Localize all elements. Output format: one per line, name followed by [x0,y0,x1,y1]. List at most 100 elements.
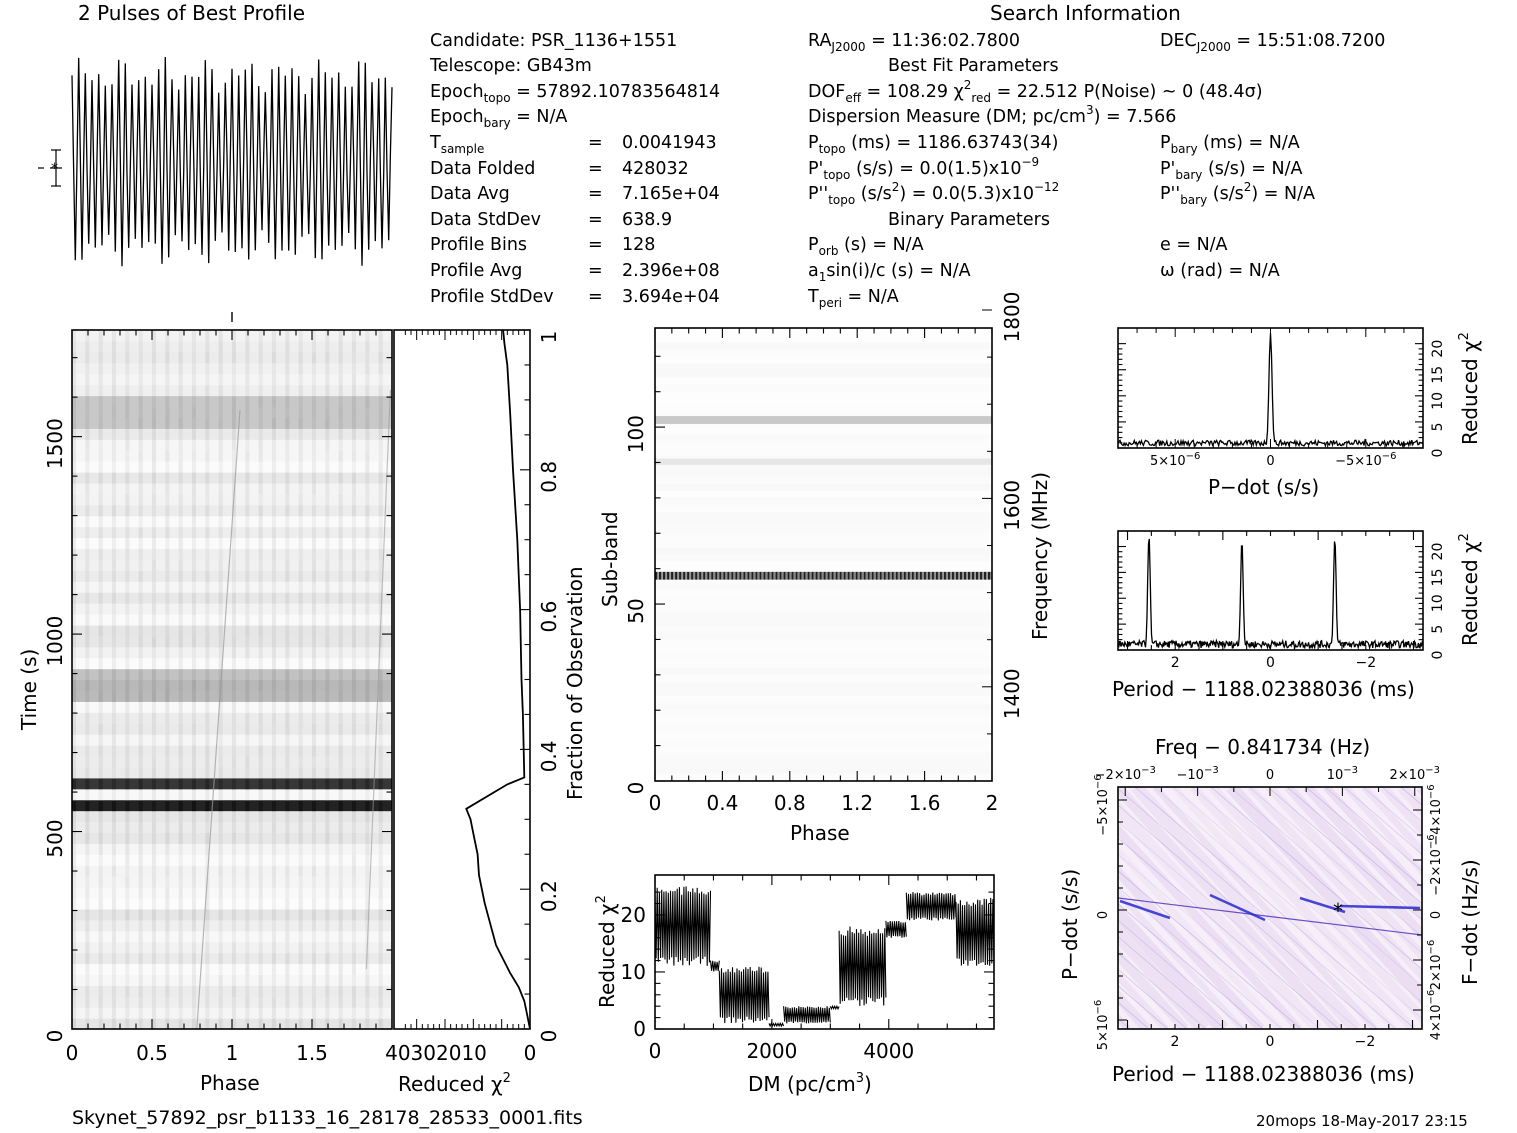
time-phase-cell [365,482,370,495]
time-phase-cell [272,908,276,921]
time-phase-cell [85,941,90,954]
time-phase-cell [205,755,210,768]
time-phase-cell [245,537,250,550]
time-phase-cell [338,985,343,997]
time-phase-cell [112,799,116,812]
time-phase-cell [325,996,330,1008]
time-phase-cell [285,996,290,1008]
time-phase-cell [245,1007,250,1019]
time-phase-cell [192,668,196,681]
time-phase-cell [325,963,330,975]
map-streak [1379,787,1422,837]
time-phase-cell [258,679,263,692]
time-phase-cell [72,985,76,997]
map-ytick: 0 [1096,911,1111,919]
time-phase-cell [178,832,183,844]
time-phase-cell [272,526,276,539]
rfi-cell [785,571,788,580]
time-phase-cell [72,876,76,888]
time-phase-cell [338,952,343,965]
time-phase-cell [312,1007,316,1019]
time-phase-cell [325,723,330,735]
time-phase-image [72,330,392,1030]
time-phase-cell [205,897,210,910]
time-phase-cell [112,887,116,899]
time-phase-cell [232,1018,236,1030]
time-phase-cell [165,340,170,353]
time-phase-cell [138,821,143,834]
time-phase-cell [125,646,130,659]
map-toptick: −10−3 [1177,765,1219,783]
time-phase-cell [325,330,330,342]
time-phase-cell [138,395,143,408]
rfi-cell [851,571,854,580]
time-phase-cell [285,1007,290,1019]
time-phase-cell [312,897,316,910]
time-phase-cell [378,766,383,779]
time-phase-cell [152,974,156,986]
time-phase-cell [112,908,116,921]
time-phase-cell [112,406,116,418]
time-phase-cell [165,690,170,702]
time-phase-cell [192,406,196,418]
time-phase-cell [218,887,223,899]
time-phase-cell [312,963,316,975]
time-phase-cell [125,745,130,757]
time-phase-cell [258,941,263,954]
time-phase-cell [258,690,263,702]
time-phase-cell [152,908,156,921]
time-phase-cell [98,745,103,757]
map-y2tick: 2×10−6 [1426,940,1444,990]
time-phase-cell [232,581,236,593]
time-phase-cell [298,952,303,965]
time-phase-cell [85,832,90,844]
time-phase-cell [245,439,250,451]
time-phase-cell [285,876,290,888]
time-phase-cell [258,745,263,757]
time-phase-cell [338,963,343,975]
time-phase-cell [205,428,210,440]
time-phase-cell [245,755,250,768]
time-phase-cell [272,701,276,713]
time-phase-cell [338,930,343,943]
time-phase-cell [352,985,356,997]
time-phase-cell [125,887,130,899]
dec-value: 15:51:08.7200 [1257,31,1386,51]
time-phase-cell [218,482,223,495]
time-phase-cell [192,777,196,790]
time-phase-cell [112,461,116,473]
time-phase-cell [258,493,263,506]
time-phase-cell [272,384,276,397]
time-phase-cell [138,635,143,648]
time-phase-cell [178,559,183,571]
time-phase-cell [125,417,130,429]
rfi-cell [717,571,719,580]
map-streak [1118,864,1265,1029]
pdd-topo-value: 0.0(5.3) [932,184,1001,204]
subband-row [655,462,992,470]
time-phase-cell [85,395,90,408]
rfi-cell [957,571,960,580]
subband-row [655,441,992,449]
time-phase-cell [125,679,130,692]
time-phase-cell [365,330,370,342]
time-phase-cell [98,919,103,932]
time-phase-cell [352,526,356,539]
time-phase-cell [312,723,316,735]
time-phase-cell [85,657,90,670]
time-phase-cell [85,537,90,550]
time-phase-cell [378,843,383,855]
time-phase-cell [352,537,356,550]
time-phase-cell [298,690,303,702]
chi2-period-xtick: 0 [1266,655,1275,671]
subband-row [655,448,992,456]
rfi-cell [857,571,860,580]
time-phase-cell [352,559,356,571]
time-phase-cell [205,395,210,408]
time-phase-cell [285,515,290,528]
time-phase-cell [272,482,276,495]
time-phase-cell [298,996,303,1008]
p-orb-value: N/A [893,235,924,255]
subband-row [655,476,992,484]
rfi-cell [827,571,830,580]
